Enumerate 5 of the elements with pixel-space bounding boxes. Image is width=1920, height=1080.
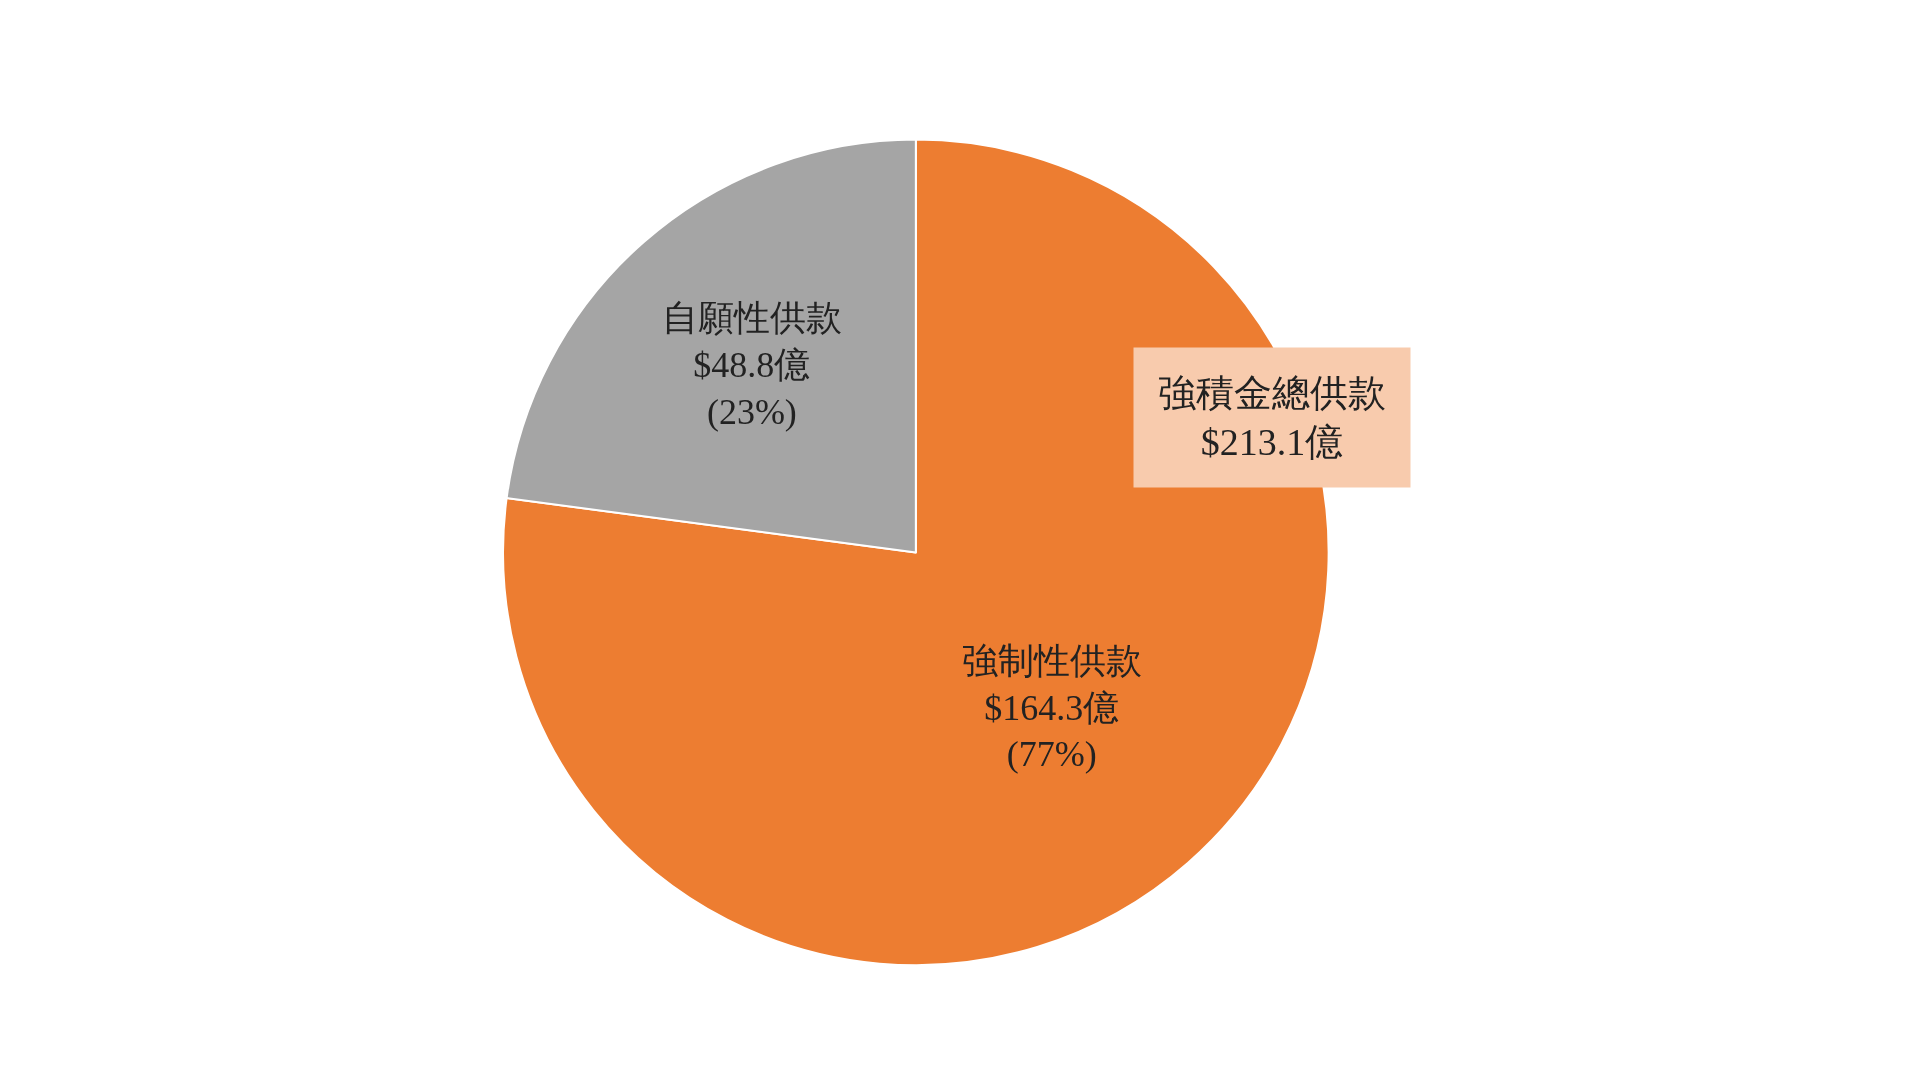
text: 強積金總供款 $213.1億 [1158,372,1386,464]
slice-label: 強制性供款 [961,640,1142,681]
data-label: $48.8億 (23%) [693,345,811,433]
data-label: $164.3億 (77%) [984,687,1120,775]
slice-label: 自願性供款 [661,298,842,339]
